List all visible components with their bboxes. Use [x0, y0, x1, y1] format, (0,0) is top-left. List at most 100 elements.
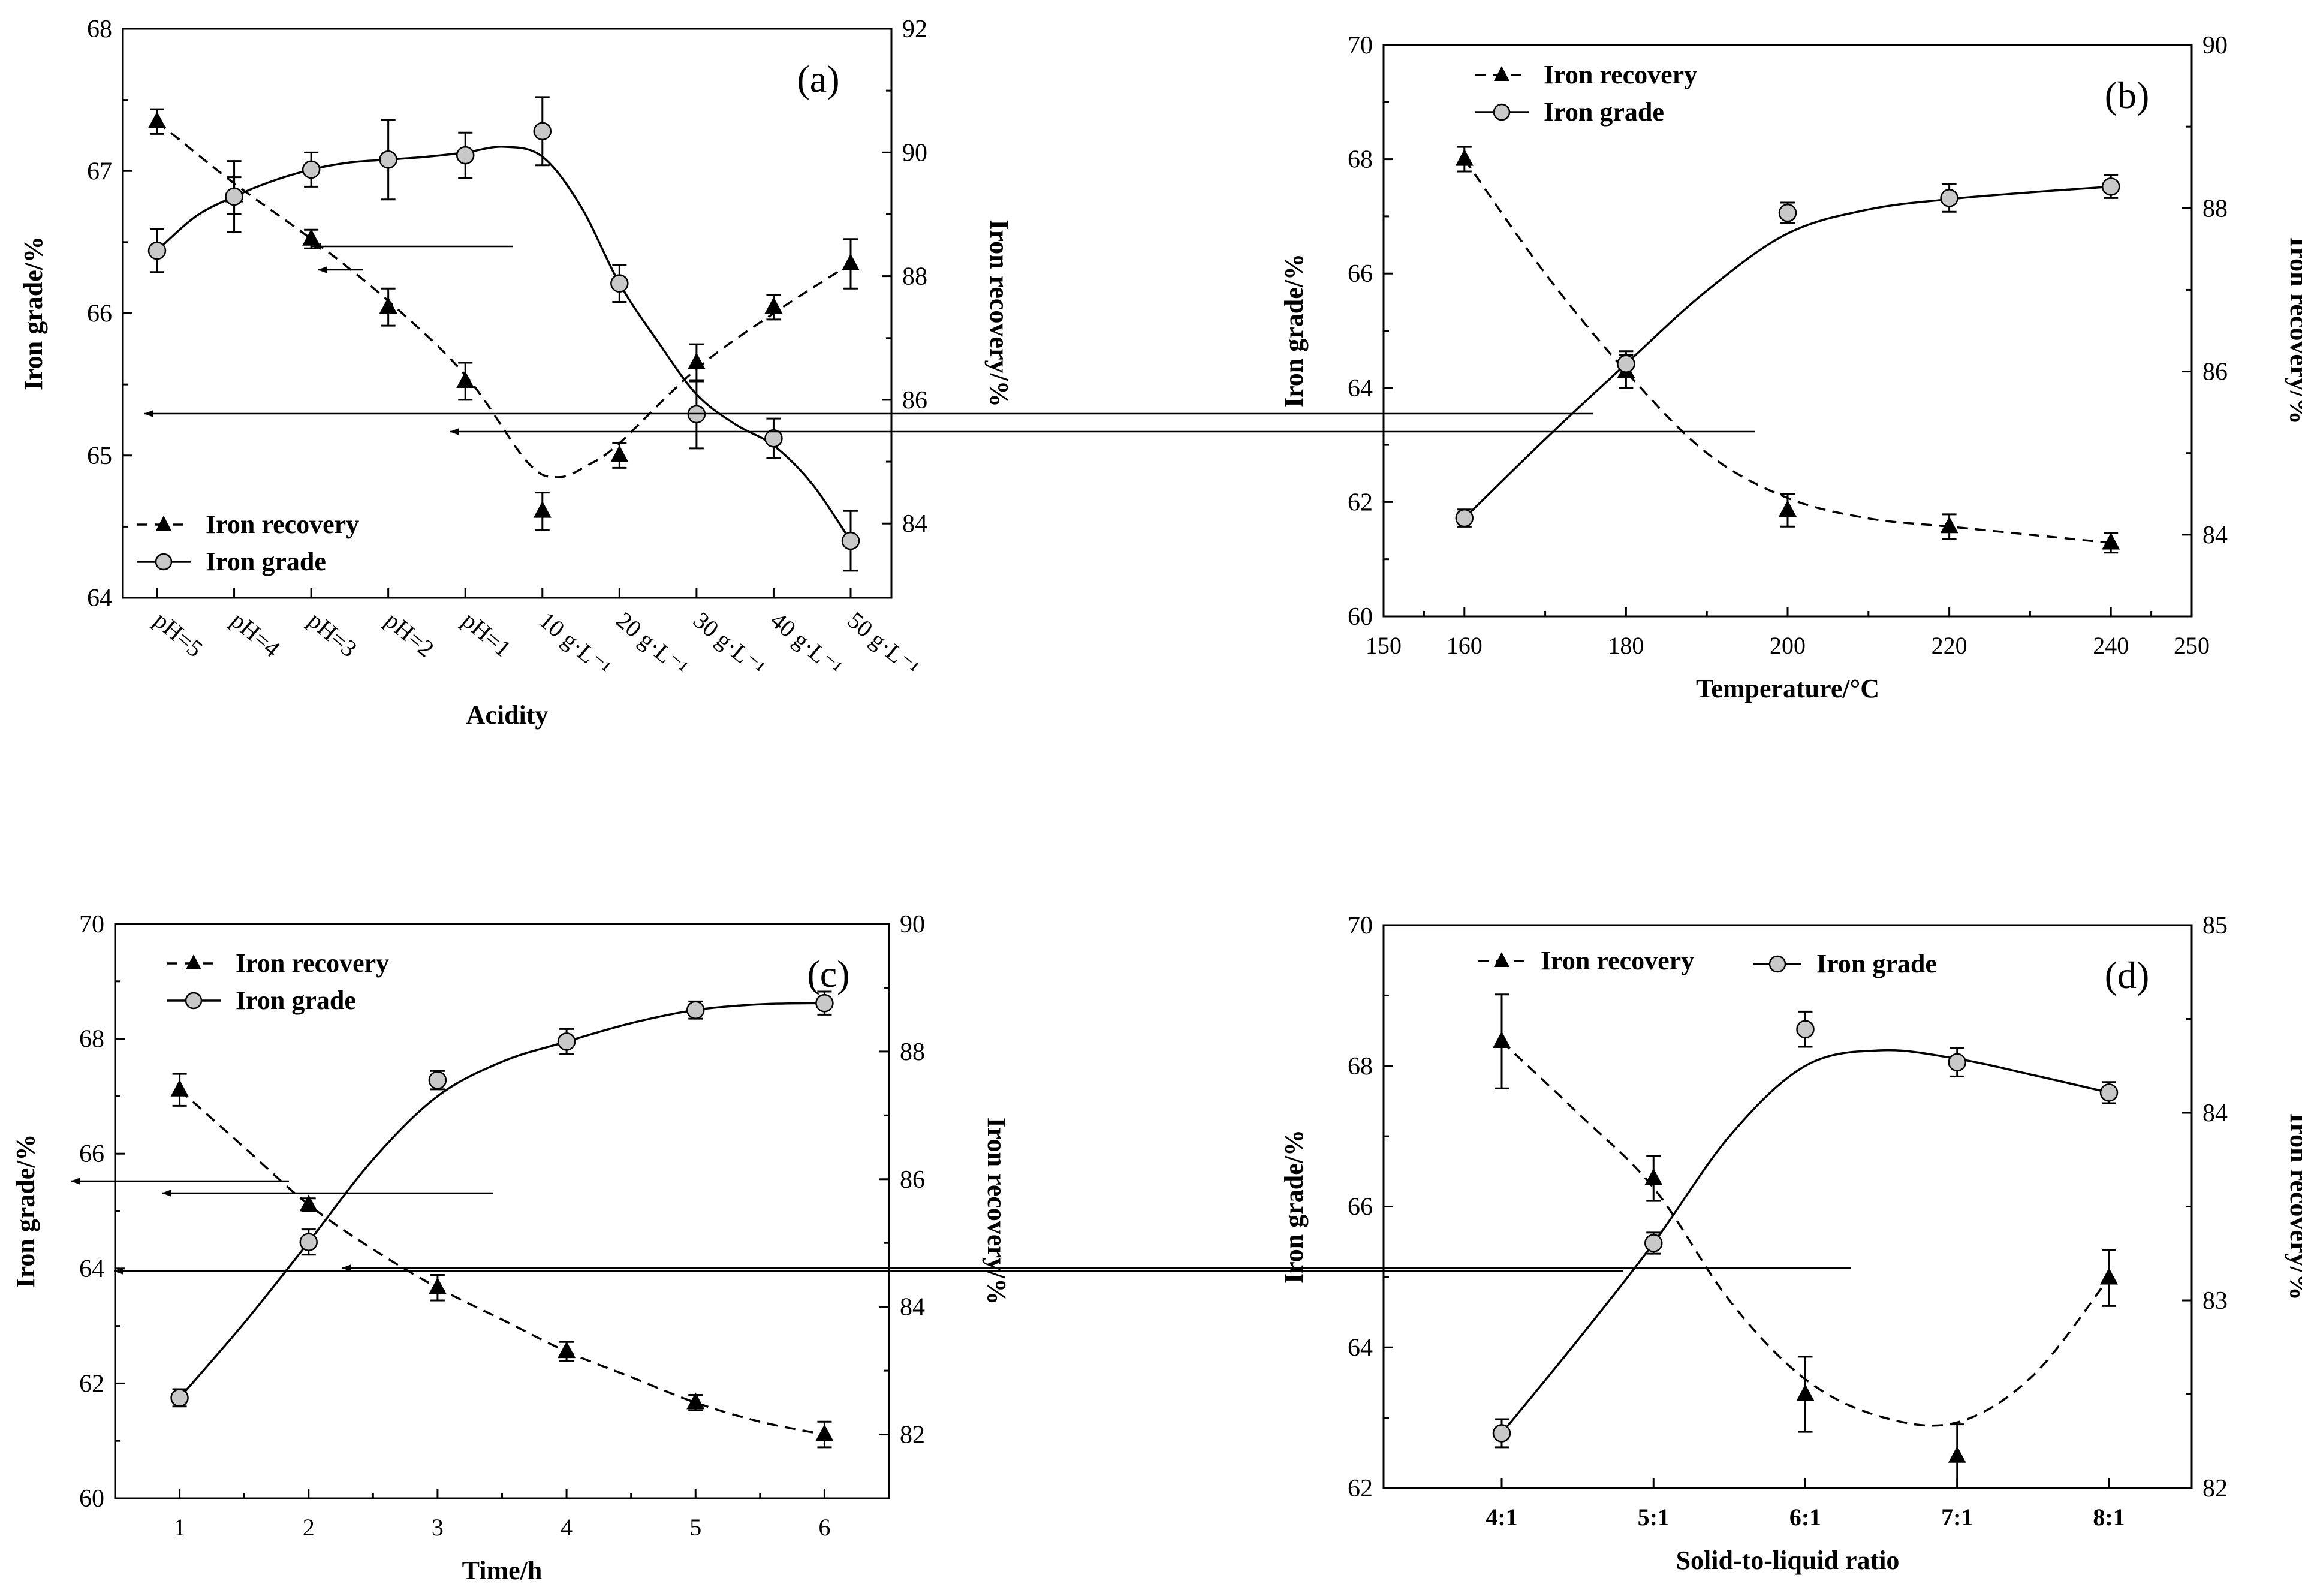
x-tick-label: 5	[689, 1514, 701, 1541]
legend-recovery-label: Iron recovery	[1544, 60, 1697, 89]
left-y-tick-label: 70	[1348, 912, 1373, 939]
x-tick-label: pH=3	[303, 606, 362, 662]
iron-recovery-point	[170, 1079, 189, 1097]
iron-recovery-point	[428, 1277, 447, 1294]
right-y-tick-label: 82	[900, 1422, 925, 1449]
iron-recovery-point	[1796, 1384, 1815, 1401]
iron-recovery-point	[148, 111, 166, 128]
arrow-left-head	[342, 1264, 351, 1272]
iron-recovery-point	[610, 445, 629, 462]
legend-grade-marker	[155, 553, 173, 571]
right-y-tick-label: 82	[2202, 1475, 2228, 1502]
left-y-tick-label: 64	[1348, 1334, 1373, 1362]
iron-recovery-point	[1644, 1168, 1663, 1185]
iron-recovery-point	[1948, 1446, 1966, 1463]
iron-grade-line	[1463, 185, 2111, 519]
legend: Iron recovery Iron grade	[1478, 946, 1937, 978]
right-y-tick-label: 85	[2202, 912, 2228, 939]
arrow-left-head	[312, 243, 321, 250]
legend-recovery-label: Iron recovery	[236, 948, 389, 978]
legend-recovery-marker	[1494, 66, 1509, 81]
iron-grade-point	[2099, 1083, 2119, 1102]
iron-grade-point	[1940, 189, 1958, 207]
arrow-left-head	[114, 1267, 123, 1275]
x-tick-label: 6	[818, 1514, 830, 1541]
left-y-tick-label: 68	[79, 1026, 104, 1053]
x-tick-label: 40 g·L⁻¹	[766, 606, 848, 681]
left-y-axis-label: Iron grade/%	[19, 236, 48, 390]
left-y-axis-label: Iron grade/%	[11, 1134, 40, 1288]
legend-grade-label: Iron grade	[1544, 97, 1664, 127]
legend-recovery-marker	[186, 954, 201, 969]
x-tick-label: pH=1	[457, 606, 516, 662]
x-tick-label: 30 g·L⁻¹	[688, 606, 770, 681]
left-y-tick-label: 68	[87, 16, 112, 43]
left-y-tick-label: 68	[1348, 1053, 1373, 1080]
iron-recovery-point	[558, 1341, 576, 1359]
iron-recovery-point	[379, 297, 397, 314]
arrow-left-head	[144, 410, 153, 417]
iron-recovery-point	[842, 253, 860, 270]
x-tick-label: pH=2	[380, 606, 439, 662]
left-y-tick-label: 65	[87, 442, 112, 470]
x-tick-label: 180	[1608, 632, 1644, 659]
iron-recovery-point	[686, 1392, 705, 1410]
left-y-axis-label: Iron grade/%	[1279, 254, 1309, 408]
right-y-tick-label: 86	[900, 1166, 925, 1194]
legend: Iron recovery Iron grade	[1475, 60, 1697, 127]
left-y-tick-label: 70	[1348, 32, 1373, 59]
panel-label: (d)	[2105, 954, 2150, 996]
right-y-tick-label: 83	[2202, 1287, 2228, 1315]
right-y-tick-label: 88	[2202, 195, 2228, 222]
left-y-tick-label: 60	[79, 1485, 104, 1513]
x-tick-label: pH=5	[149, 606, 208, 662]
iron-grade-point	[456, 146, 475, 165]
iron-recovery-line	[1463, 158, 2111, 544]
iron-recovery-line	[179, 1089, 825, 1436]
iron-grade-point	[1492, 1424, 1511, 1443]
x-tick-label: 7:1	[1941, 1504, 1973, 1531]
x-tick-label: 220	[1932, 632, 1967, 659]
right-y-tick-label: 88	[902, 263, 927, 291]
x-tick-label: 20 g·L⁻¹	[611, 606, 694, 681]
x-tick-label: 6:1	[1789, 1504, 1821, 1531]
right-y-tick-label: 90	[2202, 32, 2228, 59]
left-y-tick-label: 68	[1348, 146, 1373, 174]
iron-recovery-line	[156, 121, 851, 478]
right-y-tick-label: 86	[902, 387, 927, 414]
right-y-tick-label: 84	[902, 510, 927, 538]
iron-grade-point	[686, 1001, 705, 1019]
right-y-tick-label: 90	[902, 139, 927, 167]
x-tick-label: 50 g·L⁻¹	[842, 606, 924, 681]
left-y-tick-label: 70	[79, 911, 104, 938]
iron-grade-line	[179, 1002, 825, 1399]
x-axis-label: Acidity	[466, 700, 549, 730]
legend-recovery-label: Iron recovery	[1541, 946, 1694, 975]
x-tick-label: 8:1	[2093, 1504, 2125, 1531]
x-tick-label: 1	[174, 1514, 186, 1541]
x-tick-label: 3	[432, 1514, 444, 1541]
legend-grade-label: Iron grade	[1816, 949, 1937, 978]
arrow-left-head	[318, 266, 327, 273]
right-y-tick-label: 86	[2202, 359, 2228, 386]
right-y-axis-label: Iron recovery/%	[984, 219, 1014, 406]
left-y-tick-label: 64	[79, 1255, 104, 1283]
panel-label: (a)	[797, 58, 839, 100]
legend-recovery-marker	[1494, 952, 1509, 967]
iron-grade-point	[1455, 508, 1474, 528]
iron-recovery-point	[456, 371, 475, 388]
left-y-tick-label: 66	[79, 1140, 104, 1168]
iron-recovery-point	[302, 228, 321, 246]
left-y-tick-label: 62	[1348, 489, 1373, 516]
x-tick-label: 4	[561, 1514, 573, 1541]
iron-grade-point	[1617, 354, 1635, 374]
iron-recovery-point	[1455, 149, 1474, 166]
arrow-left-head	[71, 1178, 80, 1185]
x-tick-label: 150	[1366, 632, 1402, 659]
right-y-axis-label: Iron recovery/%	[2285, 1113, 2302, 1300]
left-y-tick-label: 66	[1348, 260, 1373, 288]
iron-grade-point	[1644, 1234, 1663, 1252]
legend-recovery-marker	[156, 516, 171, 531]
